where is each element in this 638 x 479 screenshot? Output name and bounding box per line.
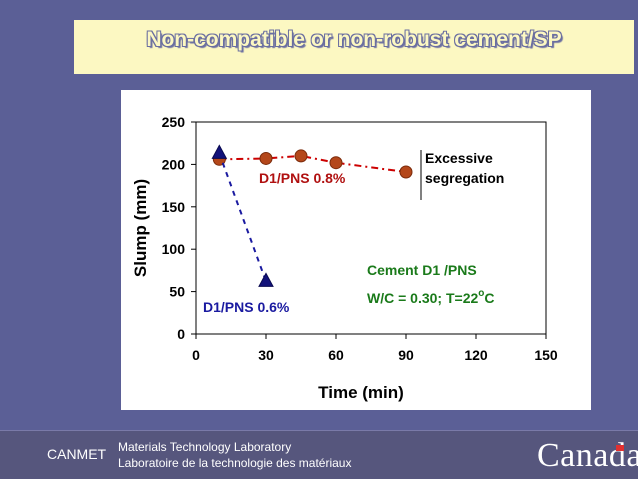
plot-frame	[195, 121, 547, 335]
excessive-label: Excessive	[425, 150, 493, 166]
footer: CANMET Materials Technology Laboratory L…	[0, 430, 638, 479]
series-line-0	[219, 154, 407, 173]
lab-name: Materials Technology Laboratory Laborato…	[118, 439, 351, 471]
slide-title: Non-compatible or non-robust cement/SP	[146, 28, 562, 51]
series-line-1	[218, 153, 267, 282]
series-label-08: D1/PNS 0.8%	[259, 170, 346, 186]
data-point-circle	[259, 151, 273, 165]
x-tick-label: 0	[192, 347, 200, 363]
degree-sign: o	[478, 288, 484, 299]
x-axis-label: Time (min)	[318, 383, 404, 402]
x-tick-label: 60	[328, 347, 344, 363]
canada-wordmark: Canada	[537, 437, 638, 474]
y-tick-label: 100	[162, 241, 186, 257]
data-point-triangle	[211, 144, 228, 159]
x-tick-label: 120	[464, 347, 488, 363]
cement-label: Cement D1 /PNS	[367, 262, 477, 278]
flag-icon	[616, 445, 624, 451]
x-tick-label: 30	[258, 347, 274, 363]
data-point-circle	[294, 149, 308, 163]
series-label-06: D1/PNS 0.6%	[203, 299, 290, 315]
y-tick-label: 250	[162, 114, 186, 130]
segregation-label: segregation	[425, 170, 504, 186]
chart-panel: 0 50 100 150 200 250 0 30 60 90 120 150 Slump (mm)…	[121, 90, 591, 410]
y-tick-label: 50	[169, 284, 185, 300]
title-box	[74, 20, 634, 74]
lab-name-en: Materials Technology Laboratory	[118, 440, 292, 454]
lab-name-fr: Laboratoire de la technologie des matéri…	[118, 456, 352, 470]
y-axis-label: Slump (mm)	[131, 179, 150, 277]
y-tick-label: 0	[177, 326, 185, 342]
data-point-circle	[329, 156, 343, 170]
conditions-label: W/C = 0.30; T=22oC	[367, 288, 495, 306]
y-tick-label: 200	[162, 156, 186, 172]
data-point-circle	[399, 165, 413, 179]
y-tick-label: 150	[162, 199, 186, 215]
org-name: CANMET	[47, 446, 107, 462]
data-point-triangle	[258, 272, 274, 287]
slump-chart: 0 50 100 150 200 250 0 30 60 90 120 150 Slump (mm)…	[131, 114, 558, 402]
x-tick-label: 90	[398, 347, 414, 363]
conditions-prefix: W/C = 0.30; T=22	[367, 290, 478, 306]
x-tick-label: 150	[534, 347, 558, 363]
conditions-unit: C	[484, 290, 494, 306]
